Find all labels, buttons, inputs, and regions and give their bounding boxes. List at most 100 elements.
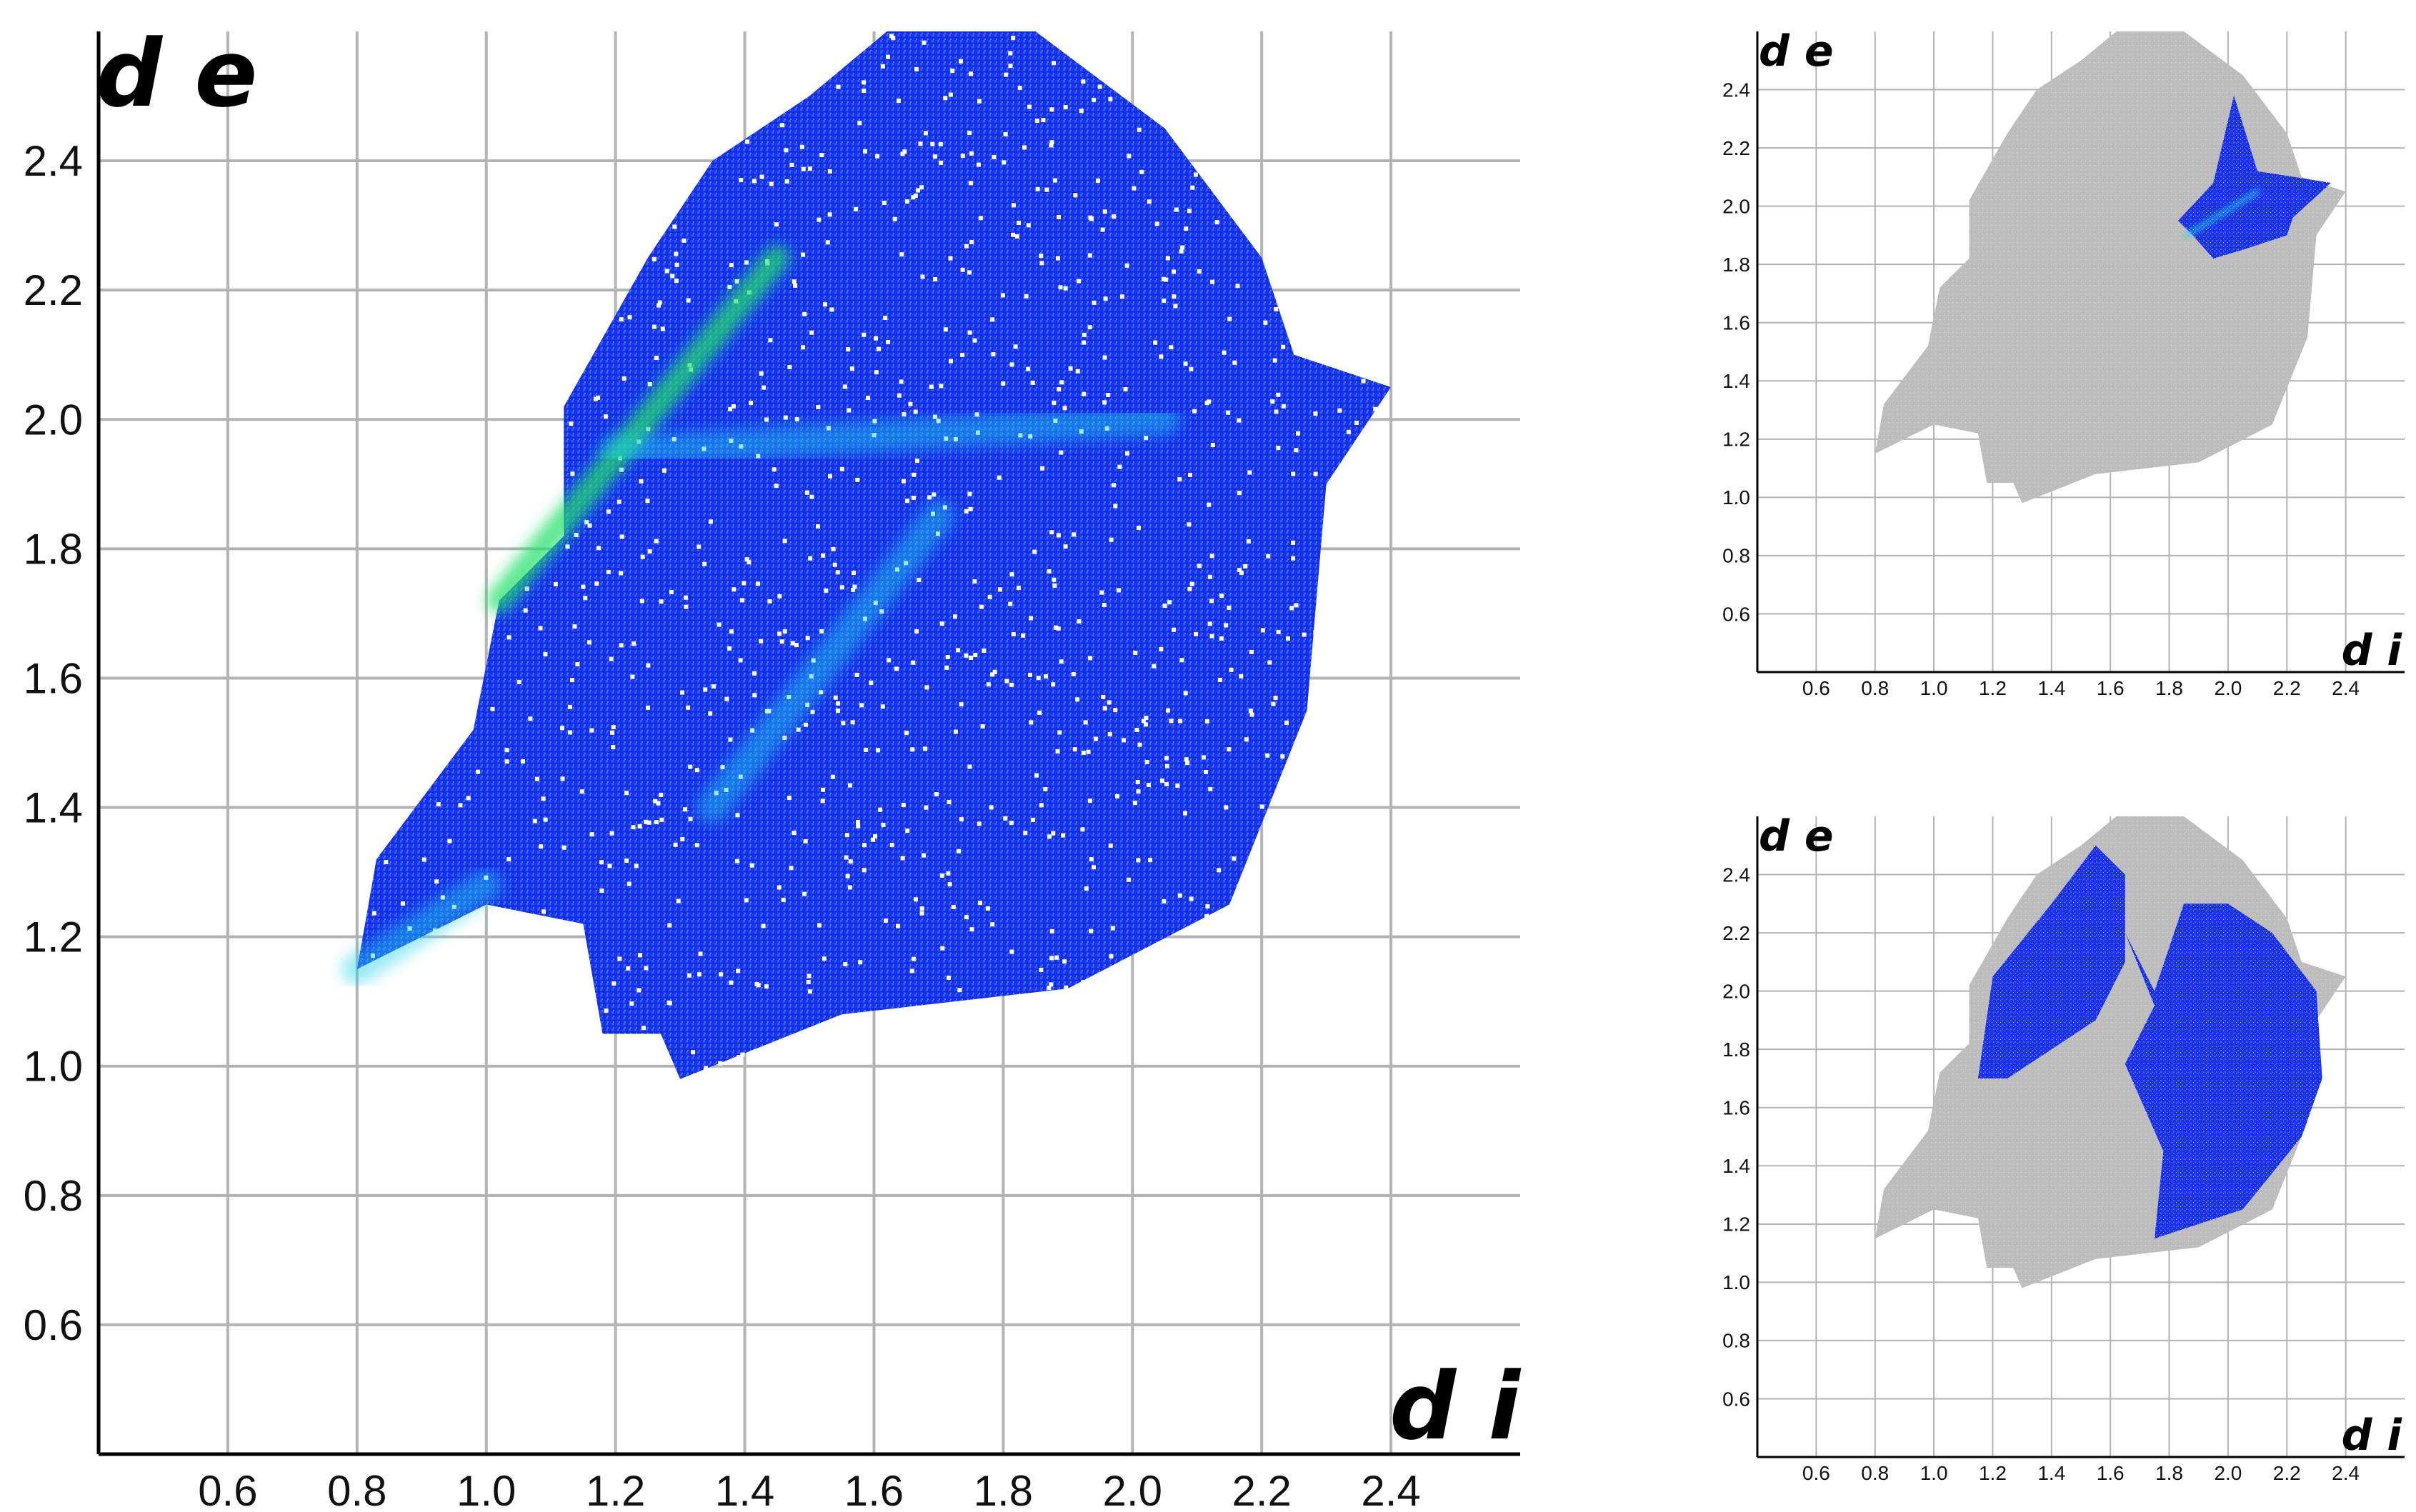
y-tick-label: 2.4 (1722, 863, 1750, 886)
speckle-hole (1095, 178, 1100, 183)
speckle-hole (1153, 340, 1158, 345)
speckle-hole (1049, 928, 1054, 933)
speckle-hole (1137, 742, 1142, 747)
y-tick-label: 1.0 (24, 1043, 83, 1091)
speckle-hole (794, 643, 799, 648)
speckle-hole (742, 581, 747, 586)
speckle-hole (1043, 786, 1048, 791)
speckle-hole (1204, 770, 1209, 775)
speckle-hole (1148, 858, 1153, 863)
speckle-hole (737, 1055, 742, 1060)
speckle-hole (1113, 708, 1118, 713)
speckle-hole (1224, 623, 1229, 628)
speckle-hole (632, 641, 637, 646)
speckle-hole (1237, 418, 1242, 423)
speckle-hole (1081, 751, 1086, 756)
speckle-hole (1204, 719, 1209, 724)
speckle-hole (583, 596, 588, 601)
speckle-hole (684, 595, 689, 600)
speckle-hole (1271, 701, 1276, 706)
speckle-hole (972, 338, 977, 343)
speckle-hole (1146, 783, 1151, 788)
speckle-hole (1123, 387, 1128, 392)
speckle-hole (1053, 625, 1058, 630)
speckle-hole (1084, 886, 1089, 891)
speckle-hole (728, 737, 733, 742)
speckle-hole (553, 582, 558, 587)
speckle-hole (997, 587, 1002, 592)
speckle-hole (790, 641, 795, 646)
speckle-hole (891, 36, 896, 41)
speckle-hole (777, 594, 782, 599)
speckle-hole (943, 327, 948, 332)
speckle-hole (674, 279, 679, 284)
speckle-hole (1210, 443, 1215, 448)
speckle-hole (1039, 261, 1044, 266)
speckle-hole (1047, 569, 1052, 574)
speckle-hole (1034, 773, 1039, 778)
x-tick-label: 1.4 (715, 1467, 774, 1512)
speckle-hole (1159, 778, 1164, 783)
speckle-hole (922, 853, 927, 858)
speckle-hole (804, 490, 809, 495)
speckle-hole (1272, 358, 1277, 363)
speckle-hole (827, 474, 832, 479)
speckle-hole (1089, 928, 1094, 933)
speckle-hole (914, 629, 919, 634)
speckle-hole (1047, 986, 1052, 991)
speckle-hole (846, 347, 851, 352)
speckle-hole (436, 802, 441, 807)
speckle-hole (1164, 781, 1169, 786)
speckle-hole (784, 148, 789, 153)
speckle-hole (1082, 332, 1087, 337)
speckle-hole (734, 858, 739, 863)
y-tick-label: 0.6 (24, 1301, 83, 1349)
data-region (1875, 31, 2346, 504)
speckle-hole (839, 585, 844, 590)
speckle-hole (1135, 780, 1140, 785)
speckle-hole (849, 366, 854, 371)
speckle-hole (964, 509, 969, 514)
speckle-hole (609, 656, 614, 661)
speckle-hole (674, 251, 679, 256)
speckle-hole (1291, 556, 1296, 561)
speckle-hole (735, 813, 740, 818)
speckle-hole (986, 682, 991, 687)
speckle-hole (894, 666, 899, 671)
speckle-hole (516, 679, 521, 684)
speckle-hole (657, 300, 662, 305)
speckle-hole (1247, 470, 1252, 475)
speckle-hole (1239, 571, 1244, 576)
speckle-hole (1208, 786, 1213, 791)
hot-streak (697, 501, 954, 823)
speckle-hole (584, 520, 589, 525)
speckle-hole (691, 1050, 696, 1055)
x-axis-label: d i (2342, 626, 2403, 676)
speckle-hole (1056, 533, 1061, 538)
speckle-hole (1068, 366, 1073, 371)
speckle-hole (596, 546, 601, 551)
speckle-hole (1034, 119, 1039, 124)
x-tick-label: 1.6 (2097, 1462, 2125, 1484)
x-tick-label: 1.8 (974, 1467, 1033, 1512)
speckle-hole (1039, 803, 1044, 808)
speckle-hole (829, 307, 834, 312)
speckle-hole (932, 492, 937, 497)
speckle-hole (589, 832, 594, 837)
x-tick-label: 0.8 (1861, 677, 1889, 699)
speckle-hole (900, 151, 905, 156)
y-tick-label: 1.2 (24, 913, 83, 961)
speckle-hole (466, 796, 471, 801)
speckle-hole (850, 720, 855, 725)
speckle-hole (1235, 284, 1240, 289)
speckle-hole (646, 705, 651, 710)
y-tick-label: 2.4 (1722, 79, 1750, 101)
speckle-hole (1011, 631, 1016, 636)
speckle-hole (686, 705, 691, 710)
speckle-hole (880, 704, 885, 709)
speckle-hole (947, 799, 952, 804)
speckle-hole (1057, 387, 1062, 392)
speckle-hole (809, 494, 814, 499)
y-tick-label: 2.2 (1722, 137, 1750, 159)
speckle-hole (911, 660, 916, 665)
